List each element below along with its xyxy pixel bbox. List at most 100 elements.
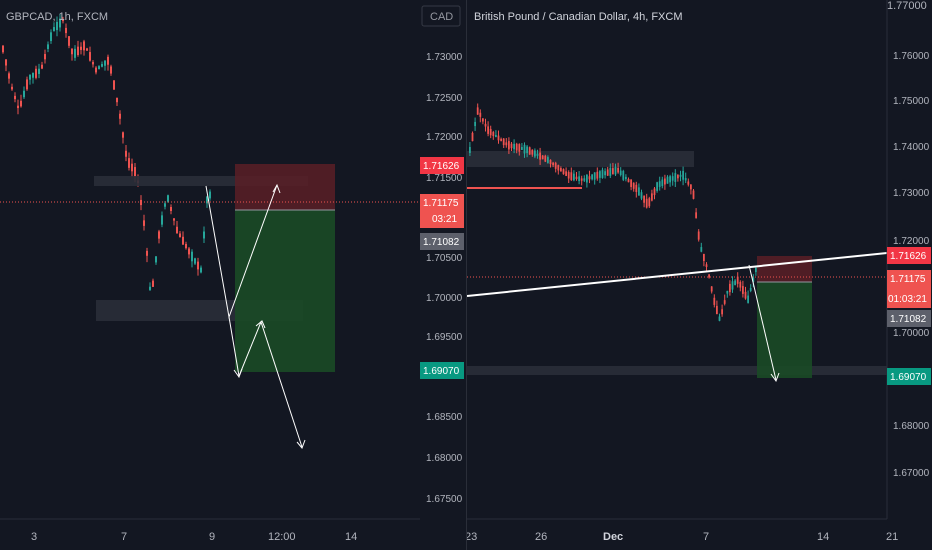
right-candle-body-3 bbox=[474, 121, 476, 127]
left-candle-body-34 bbox=[101, 64, 103, 67]
right-time-label-5: 14 bbox=[817, 531, 829, 543]
left-candle-body-67 bbox=[200, 267, 202, 273]
right-chart-title: British Pound / Canadian Dollar, 4h, FXC… bbox=[474, 11, 683, 23]
left-candle-body-11 bbox=[32, 72, 34, 78]
right-candle-body-32 bbox=[549, 159, 552, 165]
right-candle-body-27 bbox=[536, 153, 539, 156]
right-time-label-4: 7 bbox=[703, 531, 709, 543]
right-chart-svg[interactable]: British Pound / Canadian Dollar, 4h, FXC… bbox=[467, 0, 932, 550]
right-candle-body-24 bbox=[528, 147, 531, 155]
right-candle-body-75 bbox=[661, 179, 664, 187]
left-candle-body-70 bbox=[209, 191, 211, 199]
right-price-axis-label-6: 1.70000 bbox=[893, 328, 930, 339]
right-candle-body-60 bbox=[622, 170, 625, 180]
left-candle-body-18 bbox=[53, 27, 55, 31]
left-candle-body-53 bbox=[158, 231, 160, 239]
right-candle-body-17 bbox=[510, 143, 513, 149]
left-candle-body-35 bbox=[104, 60, 106, 66]
left-time-label-1: 3 bbox=[31, 531, 37, 543]
left-candle-body-6 bbox=[17, 105, 19, 109]
right-candle-body-66 bbox=[638, 187, 640, 196]
right-entry-price-badge bbox=[887, 310, 931, 327]
left-current-price-text: 1.71175 bbox=[423, 198, 459, 209]
right-candle-body-82 bbox=[679, 174, 682, 177]
left-candle-body-9 bbox=[26, 79, 28, 90]
right-candles bbox=[469, 103, 757, 322]
right-price-axis-label-1: 1.76000 bbox=[893, 51, 930, 62]
left-candle-body-58 bbox=[173, 218, 175, 221]
left-time-axis[interactable]: 3 7 9 12:00 14 bbox=[31, 531, 357, 543]
right-candle-body-62 bbox=[627, 178, 630, 183]
left-candle-body-52 bbox=[155, 256, 157, 263]
right-candle-body-107 bbox=[744, 291, 747, 299]
left-candle-body-14 bbox=[41, 64, 43, 69]
left-candle-body-49 bbox=[146, 250, 148, 256]
right-candle-body-34 bbox=[554, 162, 557, 169]
right-candle-body-83 bbox=[682, 170, 684, 180]
left-candle-body-65 bbox=[194, 258, 196, 264]
left-candle-body-42 bbox=[125, 150, 127, 157]
left-countdown-text: 03:21 bbox=[432, 214, 457, 225]
right-candle-body-45 bbox=[583, 178, 586, 181]
right-price-axis-label-2: 1.75000 bbox=[893, 96, 930, 107]
right-candle-body-105 bbox=[739, 281, 742, 288]
right-time-axis[interactable]: 23 26 Dec 7 14 21 bbox=[467, 531, 898, 543]
right-candle-body-108 bbox=[747, 295, 749, 303]
right-resistance-zone[interactable] bbox=[467, 151, 694, 167]
right-candle-body-102 bbox=[731, 281, 734, 290]
left-candle-body-36 bbox=[107, 56, 109, 65]
left-candle-body-20 bbox=[59, 18, 61, 28]
right-candle-body-54 bbox=[606, 169, 609, 176]
right-candle-body-72 bbox=[653, 188, 656, 196]
left-bullish-arrowhead bbox=[272, 183, 281, 194]
right-candle-body-78 bbox=[669, 176, 671, 183]
left-stop-loss-zone[interactable] bbox=[235, 164, 335, 210]
right-candle-body-28 bbox=[539, 152, 541, 160]
left-candle-body-22 bbox=[65, 27, 67, 34]
right-candle-body-95 bbox=[713, 297, 716, 305]
right-candle-body-80 bbox=[674, 173, 677, 182]
right-time-label-3: Dec bbox=[603, 531, 623, 543]
left-candle-body-57 bbox=[170, 206, 172, 212]
left-candle-body-59 bbox=[176, 226, 178, 234]
left-candle-body-66 bbox=[197, 261, 199, 270]
left-currency-label[interactable]: CAD bbox=[430, 11, 453, 23]
right-candle-body-11 bbox=[495, 134, 497, 138]
right-candle-body-99 bbox=[723, 300, 726, 304]
left-chart-svg[interactable]: GBPCAD, 1h, FXCM CAD 1.73000 1.72500 1.720… bbox=[0, 0, 466, 550]
left-candle-body-8 bbox=[23, 90, 25, 98]
right-price-axis-label-5: 1.72000 bbox=[893, 236, 930, 247]
left-currency-button[interactable] bbox=[421, 5, 461, 27]
right-candle-body-33 bbox=[552, 162, 554, 166]
left-candle-body-15 bbox=[44, 54, 46, 60]
left-candle-body-1 bbox=[2, 45, 4, 53]
right-candle-body-81 bbox=[677, 175, 679, 179]
left-bearish-arrowhead-3 bbox=[296, 439, 306, 449]
left-candle-body-60 bbox=[179, 233, 181, 238]
right-candle-body-87 bbox=[692, 190, 695, 199]
left-candle-body-16 bbox=[47, 44, 49, 49]
right-candle-body-35 bbox=[557, 165, 560, 171]
right-take-profit-zone[interactable] bbox=[757, 282, 812, 378]
right-current-price-badge bbox=[887, 270, 931, 308]
left-stop-price-text: 1.71626 bbox=[423, 161, 460, 172]
right-target-price-badge bbox=[887, 368, 931, 385]
right-candle-body-7 bbox=[484, 123, 487, 127]
right-candle-body-10 bbox=[492, 132, 495, 137]
right-candle-body-8 bbox=[487, 126, 489, 134]
right-candle-body-97 bbox=[718, 316, 721, 321]
right-price-axis[interactable]: 1.76000 1.75000 1.74000 1.73000 1.72000 1.700… bbox=[893, 51, 930, 479]
left-chart-panel[interactable]: GBPCAD, 1h, FXCM CAD 1.73000 1.72500 1.720… bbox=[0, 0, 466, 550]
right-target-price-text: 1.69070 bbox=[890, 372, 927, 383]
right-candle-body-69 bbox=[645, 198, 648, 208]
right-stop-loss-zone[interactable] bbox=[757, 256, 812, 282]
left-price-axis[interactable]: 1.73000 1.72500 1.72000 1.71500 1.70500 1.700… bbox=[426, 52, 463, 505]
right-trendline[interactable] bbox=[467, 252, 888, 297]
right-candle-body-26 bbox=[534, 150, 536, 157]
right-chart-panel[interactable]: British Pound / Canadian Dollar, 4h, FXC… bbox=[466, 0, 932, 550]
left-price-axis-label-7: 1.69500 bbox=[426, 332, 463, 343]
right-target-zone-band[interactable] bbox=[467, 366, 887, 375]
left-stop-price-badge bbox=[420, 157, 464, 174]
left-resistance-zone[interactable] bbox=[94, 176, 308, 186]
